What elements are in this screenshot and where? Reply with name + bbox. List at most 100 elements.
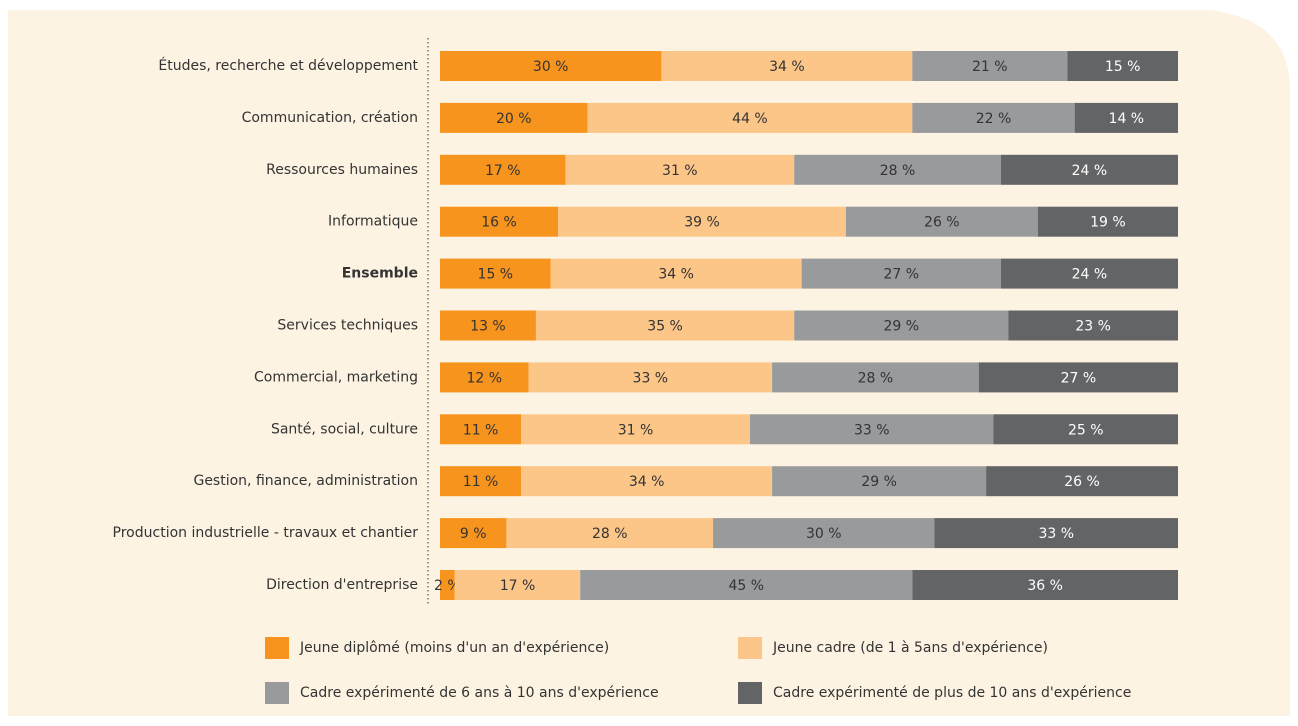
bar-segment [454,570,581,600]
value-label: 15 % [478,267,514,283]
value-label: 2 % [434,578,461,594]
bar-segment [993,414,1178,445]
bar-segment [506,518,714,549]
value-label: 29 % [861,474,897,490]
value-label: 13 % [470,319,506,335]
value-label: 31 % [662,163,698,179]
bar-segment [440,414,522,445]
legend-label: Cadre expérimenté de 6 ans à 10 ans d'ex… [300,685,659,701]
bar-segment [440,258,551,289]
value-label: 44 % [732,111,768,127]
value-label: 33 % [854,422,890,438]
bar-segment [521,466,773,497]
value-label: 45 % [728,578,764,594]
bar-segment [440,102,588,133]
bar-segment [528,362,773,393]
value-label: 22 % [976,111,1012,127]
value-label: 28 % [880,163,916,179]
bar-segment [1074,102,1178,133]
bar-segment [1000,258,1178,289]
value-label: 11 % [463,422,499,438]
value-label: 39 % [684,215,720,231]
bar-segment [772,362,979,393]
bar-segment [587,102,913,133]
value-label: 17 % [500,578,536,594]
bar-segment [558,206,846,237]
bar-segment [1037,206,1178,237]
category-label: Ensemble [342,266,418,282]
bar-segment [521,414,750,445]
legend-swatch [738,682,762,704]
value-label: 29 % [883,319,919,335]
category-label: Ressources humaines [266,162,418,178]
category-label: Production industrielle - travaux et cha… [113,525,419,541]
bar-segment [535,310,795,341]
value-label: 35 % [647,319,683,335]
bar-segment [440,154,566,185]
bar-segment [440,310,536,341]
value-label: 26 % [1064,474,1100,490]
value-label: 19 % [1090,215,1126,231]
bar-segment [440,206,559,237]
bar-segment [440,570,455,600]
bar-segment [845,206,1038,237]
bar-segment [912,570,1178,600]
category-label: Gestion, finance, administration [193,473,418,489]
category-label: Commercial, marketing [254,369,418,385]
value-label: 30 % [806,526,842,542]
bar-segment [934,518,1178,549]
bar-segment [440,362,529,393]
category-label: Études, recherche et développement [158,57,418,74]
bar-segment [661,51,913,81]
value-label: 17 % [485,163,521,179]
legend-label: Jeune cadre (de 1 à 5ans d'expérience) [772,640,1048,656]
value-label: 24 % [1072,267,1108,283]
bar-segment [580,570,913,600]
value-label: 27 % [883,267,919,283]
value-label: 21 % [972,59,1008,75]
value-label: 34 % [629,474,665,490]
legend-swatch [265,637,289,659]
value-label: 34 % [658,267,694,283]
bar-segment [1067,51,1178,81]
value-label: 25 % [1068,422,1104,438]
bar-segment [986,466,1178,497]
value-label: 9 % [460,526,487,542]
value-label: 12 % [466,370,502,386]
value-label: 27 % [1061,370,1097,386]
value-label: 28 % [592,526,628,542]
value-label: 33 % [633,370,669,386]
bar-segment [801,258,1001,289]
bar-segment [440,466,522,497]
bar-segment [912,102,1075,133]
bar-segment [794,310,1009,341]
value-label: 28 % [858,370,894,386]
value-label: 24 % [1072,163,1108,179]
value-label: 14 % [1109,111,1145,127]
bar-segment [1008,310,1178,341]
category-label: Communication, création [242,110,418,126]
value-label: 33 % [1038,526,1074,542]
bar-segment [565,154,795,185]
legend-swatch [738,637,762,659]
category-label: Direction d'entreprise [266,577,418,593]
legend-swatch [265,682,289,704]
category-label: Services techniques [277,318,418,334]
value-label: 31 % [618,422,654,438]
value-label: 20 % [496,111,532,127]
bar-segment [772,466,987,497]
legend-label: Jeune diplômé (moins d'un an d'expérienc… [299,640,609,656]
category-label: Santé, social, culture [271,421,418,437]
bar-segment [550,258,802,289]
value-label: 26 % [924,215,960,231]
bar-segment [713,518,935,549]
category-label: Informatique [328,214,418,230]
value-label: 23 % [1075,319,1111,335]
value-label: 15 % [1105,59,1141,75]
bar-segment [440,51,662,81]
value-label: 34 % [769,59,805,75]
bar-segment [978,362,1178,393]
value-label: 36 % [1027,578,1063,594]
value-label: 30 % [533,59,569,75]
